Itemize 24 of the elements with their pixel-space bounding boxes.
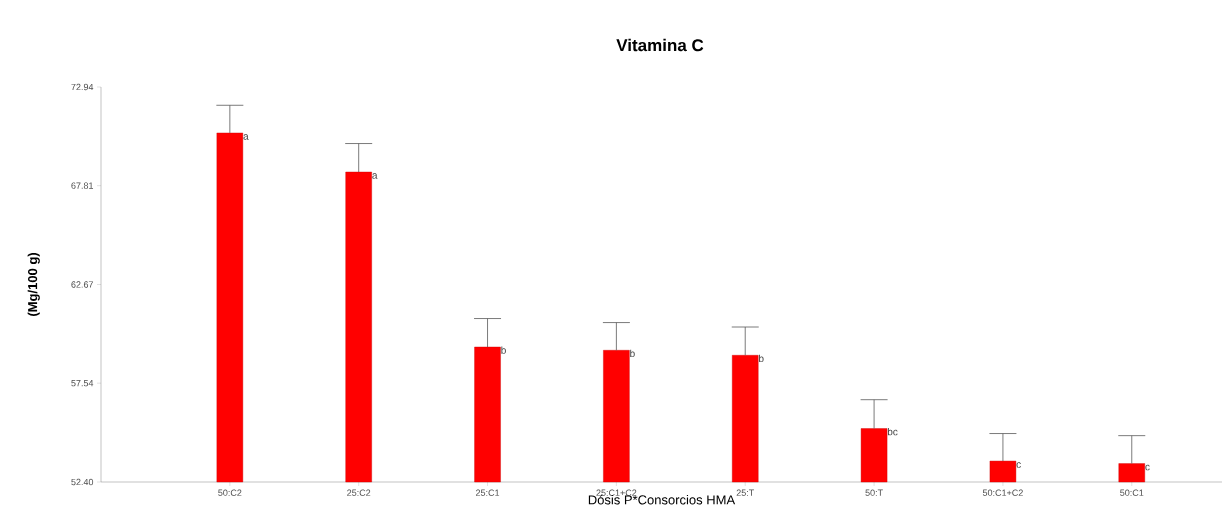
annotation: b (501, 346, 506, 354)
x-tick-label: 25:C1 (475, 489, 500, 496)
chart-title: Vitamina C (616, 38, 704, 52)
annotation: b (759, 354, 764, 363)
x-tick-label: 50:C1+C2 (982, 489, 1023, 496)
x-tick-label: 50:T (865, 489, 883, 496)
x-tick-label: 25:C1+C2 (596, 489, 637, 496)
x-axis-title: Dósis P*Consorcios HMA (588, 494, 736, 505)
x-tick-label: 50:C1 (1120, 489, 1144, 496)
y-tick-label: 52.40 (71, 478, 94, 486)
x-tick-label: 50:C2 (218, 489, 242, 496)
annotation: b (630, 349, 635, 358)
y-tick-label: 62.67 (71, 281, 94, 288)
y-tick-label: 57.54 (71, 380, 94, 387)
y-tick-label: 67.81 (71, 182, 94, 189)
annotation: c (1016, 462, 1021, 468)
y-tick-label: 72.94 (71, 83, 94, 91)
annotation: bc (887, 428, 898, 436)
annotation: a (372, 173, 378, 179)
annotation: a (243, 134, 249, 140)
y-axis-title: (Mg/100 g) (27, 253, 40, 316)
x-tick-label: 25:C2 (347, 489, 371, 496)
annotation: c (1145, 464, 1150, 471)
x-tick-label: 25:T (736, 489, 755, 496)
